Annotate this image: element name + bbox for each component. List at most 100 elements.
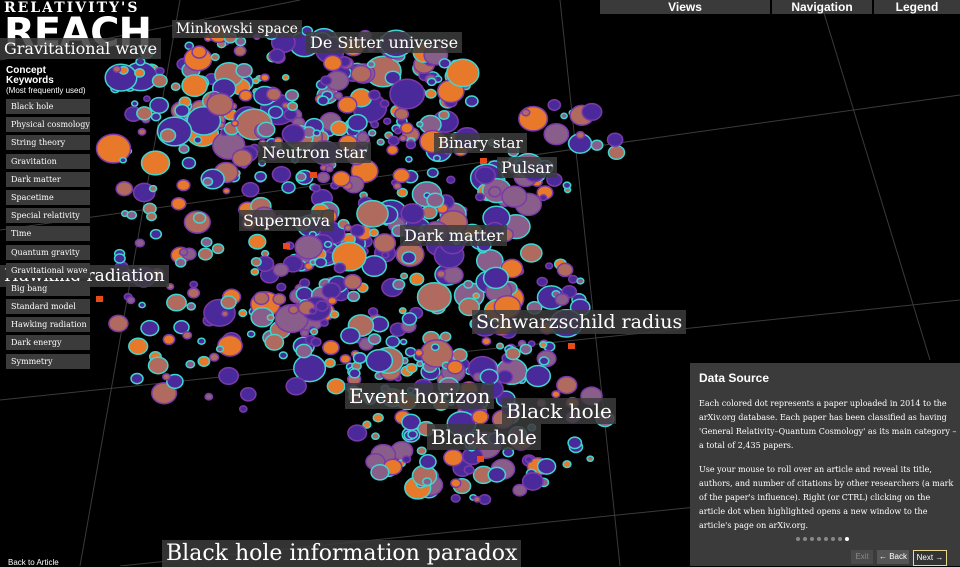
paper-dot[interactable] [398,307,407,315]
paper-dot[interactable] [446,175,456,184]
paper-dot[interactable] [278,351,288,360]
paper-dot[interactable] [575,130,586,140]
paper-dot[interactable] [562,460,572,469]
paper-dot[interactable] [488,186,502,198]
paper-dot[interactable] [281,181,296,194]
paper-dot[interactable] [299,278,311,288]
paper-dot[interactable] [425,88,437,99]
paper-dot[interactable] [404,346,417,357]
paper-dot[interactable] [400,272,409,280]
paper-dot[interactable] [352,351,367,365]
paper-dot[interactable] [556,262,574,278]
paper-dot[interactable] [419,454,437,470]
paper-dot[interactable] [446,359,464,375]
paper-dot[interactable] [250,257,262,267]
paper-dot[interactable] [547,99,562,111]
next-button[interactable]: Next → [913,550,947,566]
paper-dot[interactable] [401,455,412,464]
paper-dot[interactable] [147,356,169,375]
keyword-gravitational-wave[interactable]: Gravitational wave [6,262,90,278]
paper-dot[interactable] [267,105,284,119]
paper-dot[interactable] [474,192,486,202]
paper-dot[interactable] [392,278,406,291]
label-gravitational-wave[interactable]: Gravitational wave [0,38,162,59]
paper-dot[interactable] [416,120,424,128]
paper-dot[interactable] [135,57,146,67]
paper-dot[interactable] [197,337,206,345]
paper-dot[interactable] [521,471,544,491]
paper-dot[interactable] [272,293,287,306]
paper-dot[interactable] [539,194,548,202]
paper-dot[interactable] [182,330,193,340]
paper-dot[interactable] [317,95,330,106]
paper-dot[interactable] [606,132,624,147]
paper-dot[interactable] [200,237,213,248]
paper-dot[interactable] [527,340,536,348]
paper-dot[interactable] [396,187,408,198]
paper-dot[interactable] [446,58,480,88]
paper-dot[interactable] [326,378,346,395]
paper-dot[interactable] [430,343,440,352]
paper-dot[interactable] [284,89,300,102]
paper-dot[interactable] [294,234,324,260]
paper-dot[interactable] [222,187,231,195]
paper-dot[interactable] [438,58,451,69]
paper-dot[interactable] [356,199,389,228]
paper-dot[interactable] [150,112,162,122]
paper-dot[interactable] [315,300,329,312]
paper-dot[interactable] [536,457,557,475]
paper-dot[interactable] [405,140,417,150]
label-black-hole-2[interactable]: Black hole [427,424,541,450]
paper-dot[interactable] [409,272,425,286]
paper-dot[interactable] [376,138,385,146]
paper-dot[interactable] [252,77,260,85]
paper-dot[interactable] [115,181,134,197]
paper-dot[interactable] [140,150,171,176]
keyword-standard-model[interactable]: Standard model [6,299,90,315]
paper-dot[interactable] [367,333,382,345]
paper-dot[interactable] [295,343,313,359]
paper-dot[interactable] [193,136,203,144]
paper-dot[interactable] [399,338,408,346]
paper-dot[interactable] [268,48,286,63]
label-event-horizon[interactable]: Event horizon [345,383,495,409]
paper-dot[interactable] [481,336,492,346]
paper-dot[interactable] [400,203,425,224]
paper-dot[interactable] [512,483,528,497]
paper-dot[interactable] [320,75,333,86]
keyword-hawking-radiation[interactable]: Hawking radiation [6,317,90,333]
paper-dot[interactable] [474,166,496,185]
paper-dot[interactable] [472,292,481,300]
keyword-string-theory[interactable]: String theory [6,135,90,151]
keyword-big-bang[interactable]: Big bang [6,280,90,296]
paper-dot[interactable] [322,54,343,72]
paper-dot[interactable] [347,113,368,132]
paper-dot[interactable] [372,412,384,423]
paper-dot[interactable] [524,455,533,464]
paper-dot[interactable] [370,463,390,481]
paper-dot[interactable] [202,176,214,187]
paper-dot[interactable] [590,139,604,151]
paper-dot[interactable] [148,184,158,193]
paper-dot[interactable] [389,78,426,110]
paper-dot[interactable] [149,96,170,114]
paper-dot[interactable] [308,307,317,315]
paper-dot[interactable] [181,156,197,170]
keyword-physical-cosmology[interactable]: Physical cosmology [6,117,90,133]
paper-dot[interactable] [365,348,394,373]
paper-dot[interactable] [436,269,446,279]
paper-dot[interactable] [181,74,208,98]
paper-dot[interactable] [331,170,351,187]
paper-dot[interactable] [524,364,552,388]
paper-dot[interactable] [325,165,334,173]
label-black-hole-information-paradox[interactable]: Black hole information paradox [162,540,522,567]
paper-dot[interactable] [416,282,452,313]
paper-dot[interactable] [166,373,184,390]
paper-dot[interactable] [367,129,377,137]
paper-dot[interactable] [405,155,413,163]
paper-dot[interactable] [426,192,445,209]
paper-dot[interactable] [230,119,239,127]
paper-dot[interactable] [551,390,561,399]
keyword-gravitation[interactable]: Gravitation [6,153,90,169]
paper-dot[interactable] [407,429,418,440]
